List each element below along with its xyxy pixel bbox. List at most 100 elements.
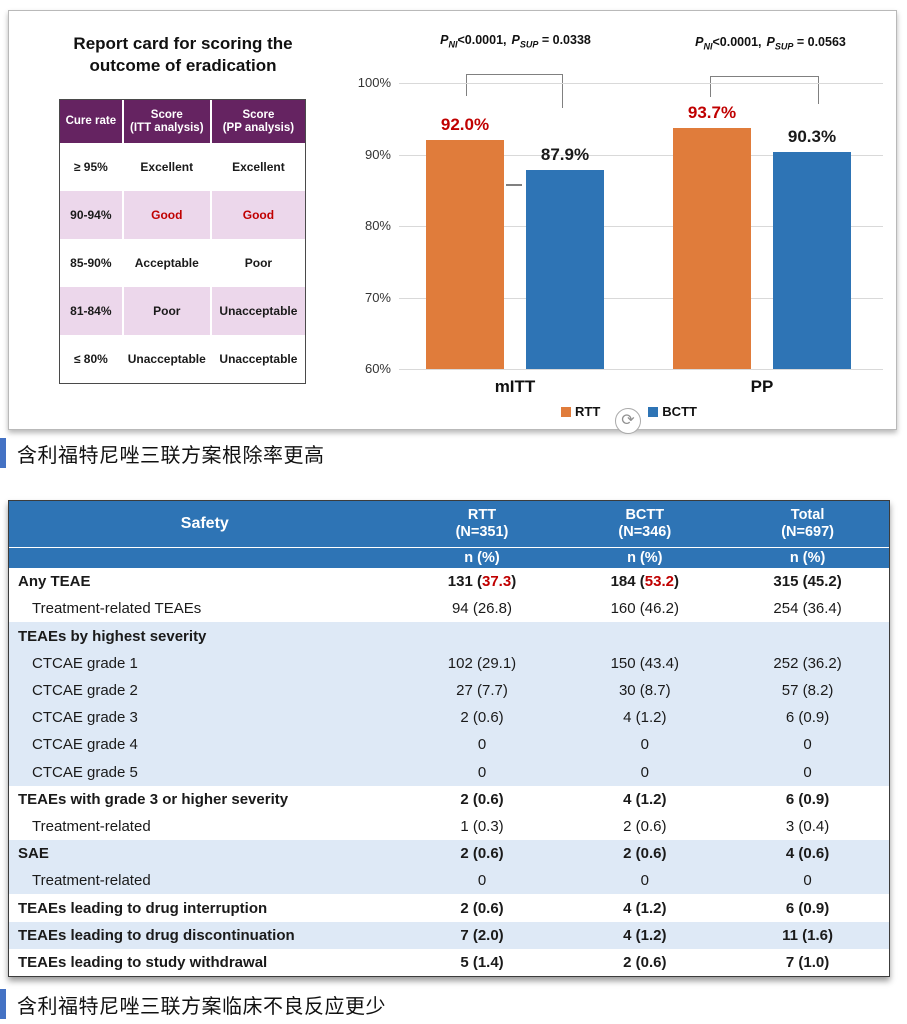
report-card-title-line2: outcome of eradication bbox=[89, 56, 277, 75]
header-label: Cure rate bbox=[65, 115, 117, 127]
safety-data-cell: 2 (0.6) bbox=[623, 953, 667, 971]
safety-data-cell: 0 bbox=[640, 872, 649, 890]
safety-row-label: TEAEs by highest severity bbox=[18, 627, 207, 645]
bar-rtt-pp bbox=[673, 128, 751, 369]
safety-table-row: CTCAE grade 5 0 0 0 bbox=[9, 758, 889, 786]
safety-row-label: CTCAE grade 3 bbox=[32, 709, 138, 727]
safety-header-safety: Safety bbox=[180, 515, 229, 532]
p-symbol: P bbox=[695, 35, 704, 49]
safety-row-label: CTCAE grade 2 bbox=[32, 681, 138, 699]
safety-data-cell: 0 bbox=[640, 736, 649, 754]
col-n: (N=697) bbox=[781, 524, 834, 540]
p-value: = 0.0338 bbox=[541, 33, 591, 47]
safety-data-cell: 102 (29.1) bbox=[447, 654, 517, 672]
p-value-annotation-pp: PNI<0.0001, PSUP = 0.0563 bbox=[653, 35, 893, 52]
col-title: RTT bbox=[467, 507, 497, 523]
legend-label: RTT bbox=[575, 404, 601, 419]
npct-cell: n (%) bbox=[464, 549, 500, 566]
header-sublabel: (ITT analysis) bbox=[130, 121, 204, 134]
pp-score-cell: Good bbox=[242, 208, 275, 222]
safety-table-row: Any TEAE 131 (37.3) 184 (53.2) 315 (45.2) bbox=[9, 568, 889, 595]
itt-score-cell: Acceptable bbox=[124, 239, 212, 287]
safety-data-cell: 4 (1.2) bbox=[623, 790, 667, 808]
bar-value-label: 90.3% bbox=[787, 127, 837, 147]
pp-score-cell: Excellent bbox=[232, 160, 285, 174]
safety-data-cell: 0 bbox=[803, 872, 812, 890]
safety-row-label: TEAEs leading to drug discontinuation bbox=[18, 926, 295, 944]
safety-data-cell: 30 (8.7) bbox=[618, 681, 671, 699]
p-subscript: SUP bbox=[774, 41, 794, 52]
safety-row-label: SAE bbox=[18, 845, 49, 863]
safety-data-cell: 0 bbox=[803, 763, 812, 781]
safety-data-cell: 6 (0.9) bbox=[785, 790, 830, 808]
legend-item-bctt: BCTT bbox=[648, 404, 697, 419]
p-subscript: NI bbox=[703, 41, 713, 52]
report-card-table: Cure rate Score (ITT analysis) Score (PP… bbox=[59, 99, 306, 384]
bar-bctt-mitt bbox=[526, 169, 604, 369]
safety-table-row: Treatment-related 0 0 0 bbox=[9, 867, 889, 895]
safety-data-cell: 252 (36.2) bbox=[773, 654, 842, 672]
significance-bracket-mitt bbox=[466, 74, 563, 108]
report-card-row: 85-90% Acceptable Poor bbox=[60, 239, 305, 287]
col-title: Total bbox=[790, 507, 825, 523]
safety-table-row: CTCAE grade 2 27 (7.7) 30 (8.7) 57 (8.2) bbox=[9, 676, 889, 705]
report-card-header-itt: Score (ITT analysis) bbox=[124, 100, 212, 143]
pp-score-cell: Unacceptable bbox=[219, 352, 298, 366]
safety-data-cell: 254 (36.4) bbox=[773, 600, 842, 618]
legend-item-rtt: RTT bbox=[561, 404, 600, 419]
report-card-header-pp: Score (PP analysis) bbox=[212, 100, 305, 143]
y-axis-tick-label: 100% bbox=[357, 75, 391, 90]
safety-table-body: Any TEAE 131 (37.3) 184 (53.2) 315 (45.2) Tr… bbox=[9, 568, 889, 976]
bar-chart-plot-area: 100% 90% 80% 70% 60% 92.0% 87.9% mITT 93.7% 90.3%… bbox=[358, 75, 883, 396]
safety-table-row: Treatment-related TEAEs 94 (26.8) 160 (46.… bbox=[9, 595, 889, 622]
safety-data-cell: 2 (0.6) bbox=[460, 790, 504, 808]
legend-swatch bbox=[561, 406, 572, 417]
safety-data-cell: 4 (1.2) bbox=[623, 899, 667, 917]
refresh-icon[interactable]: ⟳ bbox=[615, 408, 641, 434]
safety-table-row: TEAEs leading to drug interruption 2 (0.6… bbox=[9, 894, 889, 921]
report-card-header-cure-rate: Cure rate bbox=[60, 100, 124, 143]
safety-data-cell: 2 (0.6) bbox=[623, 817, 667, 835]
bracket-leg bbox=[466, 74, 467, 96]
safety-row-label: Treatment-related TEAEs bbox=[32, 600, 202, 618]
bar-rtt-mitt bbox=[426, 140, 504, 369]
safety-data-cell: 7 (1.0) bbox=[785, 953, 830, 971]
report-card-body: ≥ 95% Excellent Excellent 90-94% Good Good 85-… bbox=[60, 143, 305, 383]
col-n: (N=346) bbox=[618, 524, 672, 540]
report-card-title: Report card for scoring the outcome of e… bbox=[49, 33, 317, 77]
safety-table-row: TEAEs with grade 3 or higher severity 2 (… bbox=[9, 786, 889, 813]
y-axis-tick-label: 60% bbox=[364, 361, 391, 376]
itt-score-cell: Poor bbox=[124, 287, 212, 335]
cure-rate-cell: ≥ 95% bbox=[60, 143, 124, 191]
safety-row-label: CTCAE grade 5 bbox=[32, 763, 138, 781]
safety-data-cell: 5 (1.4) bbox=[460, 953, 504, 971]
safety-data-cell: 57 (8.2) bbox=[781, 681, 834, 699]
safety-row-label: Treatment-related bbox=[32, 817, 151, 835]
safety-table-row: CTCAE grade 1 102 (29.1) 150 (43.4) 252 (36… bbox=[9, 649, 889, 677]
col-title: BCTT bbox=[625, 507, 665, 523]
safety-data-cell: 0 bbox=[477, 736, 487, 754]
safety-table-row: CTCAE grade 3 2 (0.6) 4 (1.2) 6 (0.9) bbox=[9, 704, 889, 732]
npct-cell: n (%) bbox=[627, 549, 663, 566]
p-symbol: P bbox=[440, 33, 449, 47]
safety-data-cell: 184 (53.2) bbox=[610, 573, 679, 591]
safety-data-cell: 6 (0.9) bbox=[785, 899, 830, 917]
category-label-pp: PP bbox=[750, 377, 774, 396]
safety-data-cell: 11 (1.6) bbox=[782, 926, 834, 944]
safety-row-label: Treatment-related bbox=[32, 872, 151, 890]
safety-header-rtt: RTT (N=351) bbox=[401, 507, 564, 541]
npct-cell: n (%) bbox=[789, 549, 826, 566]
chart-legend: RTT BCTT bbox=[509, 404, 749, 419]
col-n: (N=351) bbox=[455, 524, 509, 540]
safety-table-row: TEAEs leading to study withdrawal 5 (1.4)… bbox=[9, 949, 889, 976]
caption-accent-bar bbox=[0, 438, 6, 468]
safety-row-label: TEAEs leading to drug interruption bbox=[18, 899, 268, 917]
safety-data-cell: 7 (2.0) bbox=[460, 926, 504, 944]
category-label-mitt: mITT bbox=[494, 377, 536, 396]
caption-efficacy: 含利福特尼唑三联方案根除率更高 bbox=[0, 437, 325, 469]
safety-data-cell: 150 (43.4) bbox=[610, 654, 679, 672]
legend-swatch bbox=[648, 406, 659, 417]
caption-text: 含利福特尼唑三联方案根除率更高 bbox=[17, 444, 325, 467]
cure-rate-cell: 85-90% bbox=[60, 239, 124, 287]
p-subscript: NI bbox=[448, 39, 458, 50]
